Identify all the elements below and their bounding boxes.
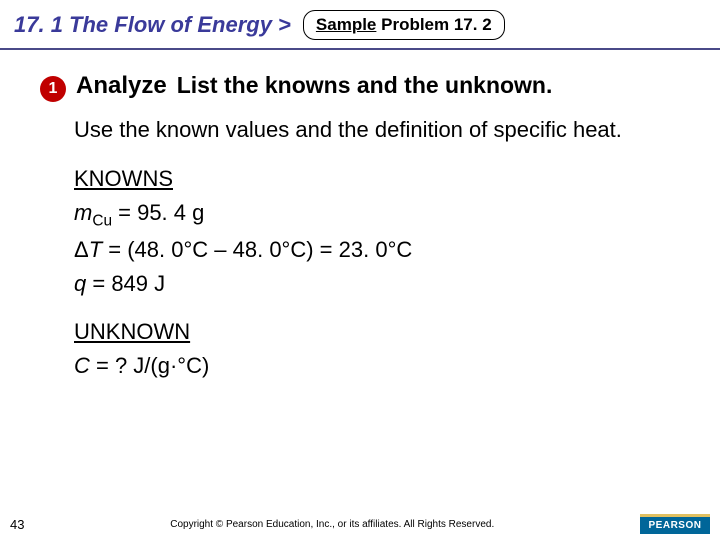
footer: 43 Copyright © Pearson Education, Inc., …: [0, 514, 720, 534]
knowns-block: KNOWNS mCu = 95. 4 g ΔT = (48. 0°C – 48.…: [74, 162, 680, 384]
intro-paragraph: Use the known values and the definition …: [74, 116, 634, 144]
q-value: = 849 J: [86, 271, 165, 296]
step-number-circle: 1: [40, 76, 66, 102]
page-number: 43: [10, 517, 24, 532]
unknown-heading: UNKNOWN: [74, 315, 680, 349]
known-deltaT: ΔT = (48. 0°C – 48. 0°C) = 23. 0°C: [74, 233, 680, 267]
badge-rest: Problem 17. 2: [376, 15, 491, 34]
deltaT-symbol: T: [89, 237, 102, 262]
known-q: q = 849 J: [74, 267, 680, 301]
header-bar: 17. 1 The Flow of Energy > Sample Proble…: [0, 0, 720, 46]
badge-underline: Sample: [316, 15, 376, 34]
q-symbol: q: [74, 271, 86, 296]
unknown-C: C = ? J/(g·°C): [74, 349, 680, 383]
mass-symbol: m: [74, 200, 92, 225]
spacer: [74, 301, 680, 315]
C-value: = ? J/(g·°C): [90, 353, 209, 378]
step-row: 1 Analyze List the knowns and the unknow…: [40, 72, 680, 102]
mass-value: = 95. 4 g: [112, 200, 204, 225]
delta-prefix: Δ: [74, 237, 89, 262]
sample-problem-badge: Sample Problem 17. 2: [303, 10, 505, 40]
step-instruction: List the knowns and the unknown.: [177, 72, 553, 99]
pearson-logo-text: PEARSON: [649, 520, 702, 531]
pearson-logo: PEARSON: [640, 514, 710, 534]
knowns-heading: KNOWNS: [74, 162, 680, 196]
chapter-title: 17. 1 The Flow of Energy >: [14, 12, 291, 38]
known-mass: mCu = 95. 4 g: [74, 196, 680, 233]
slide-body: 1 Analyze List the knowns and the unknow…: [0, 50, 720, 383]
C-symbol: C: [74, 353, 90, 378]
deltaT-value: = (48. 0°C – 48. 0°C) = 23. 0°C: [102, 237, 412, 262]
mass-subscript: Cu: [92, 212, 112, 229]
copyright-text: Copyright © Pearson Education, Inc., or …: [24, 519, 640, 530]
step-label: Analyze: [76, 72, 167, 100]
